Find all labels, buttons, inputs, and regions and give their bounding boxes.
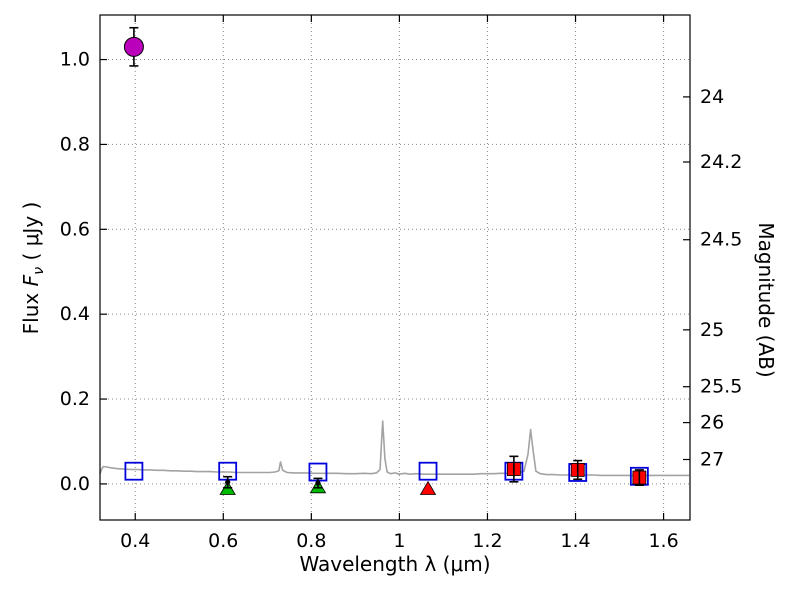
magenta-circle-marker <box>123 36 144 57</box>
y-axis-label-right: Magnitude (AB) <box>754 222 778 378</box>
blue-open-squares-marker <box>124 461 144 481</box>
mag-tick-label-right: 24.2 <box>700 151 742 173</box>
y-tick-label-left: 0.2 <box>60 388 90 410</box>
x-tick-label: 1 <box>393 530 405 552</box>
x-tick-label: 1.4 <box>560 530 590 552</box>
mag-tick-label-right: 25 <box>700 319 724 341</box>
red-triangle-marker <box>419 480 437 495</box>
y-tick-label-left: 0.4 <box>60 303 90 325</box>
x-tick-label: 0.8 <box>296 530 326 552</box>
y-tick-label-left: 0.0 <box>60 473 90 495</box>
flux-label-prefix: Flux <box>19 286 43 335</box>
plot-frame <box>99 14 691 521</box>
x-axis-label: Wavelength λ (μm) <box>299 552 491 576</box>
x-tick-label: 1.6 <box>648 530 678 552</box>
flux-label-suffix: ( μJy ) <box>19 201 43 267</box>
y-axis-label-left: Flux Fν ( μJy ) <box>19 202 47 335</box>
mag-tick-label-right: 27 <box>700 449 724 471</box>
blue-open-squares-marker <box>418 461 438 481</box>
y-tick-label-left: 0.8 <box>60 133 90 155</box>
y-tick-label-left: 0.6 <box>60 218 90 240</box>
mag-tick-label-right: 26 <box>700 412 724 434</box>
x-tick-label: 0.4 <box>120 530 150 552</box>
mag-tick-label-right: 25.5 <box>700 376 742 398</box>
model-spectrum <box>99 420 690 477</box>
flux-symbol: F <box>19 274 43 287</box>
mag-tick-label-right: 24.5 <box>700 229 742 251</box>
flux-symbol-subscript: ν <box>31 266 47 275</box>
y-tick-label-left: 1.0 <box>60 49 90 71</box>
x-tick-label: 1.2 <box>472 530 502 552</box>
mag-tick-label-right: 24 <box>700 86 724 108</box>
x-tick-label: 0.6 <box>208 530 238 552</box>
